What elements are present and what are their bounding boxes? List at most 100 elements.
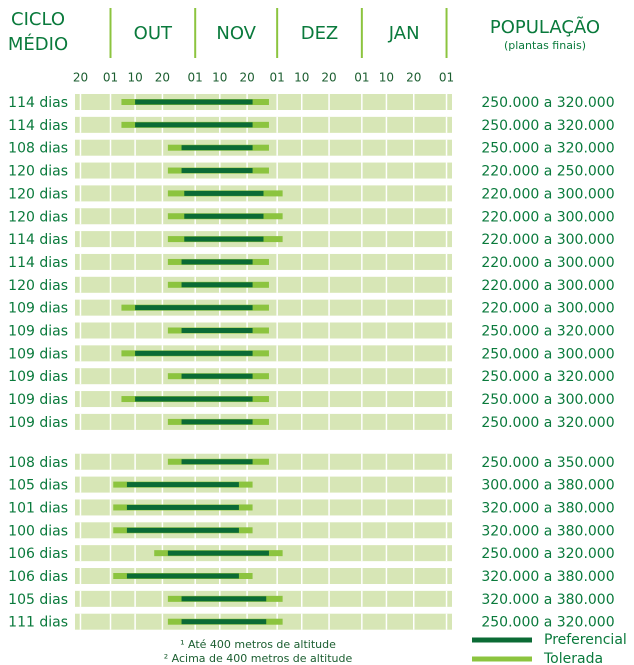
- x-tick-label: 10: [379, 71, 394, 85]
- cycle-label: 109 dias: [8, 346, 68, 362]
- population-header: POPULAÇÃO: [490, 16, 600, 38]
- x-tick-label: 20: [155, 71, 170, 85]
- preferred-bar: [181, 145, 253, 151]
- x-tick-label: 10: [294, 71, 309, 85]
- population-label: 220.000 a 300.000: [481, 186, 614, 202]
- cycle-label: 108 dias: [8, 141, 68, 157]
- x-tick-label: 20: [406, 71, 421, 85]
- cycle-label: 106 dias: [8, 569, 68, 585]
- preferred-bar: [126, 482, 239, 488]
- legend-label: Preferencial: [544, 632, 627, 648]
- population-label: 220.000 a 300.000: [481, 301, 614, 317]
- legend-label: Tolerada: [543, 651, 603, 665]
- preferred-bar: [184, 190, 264, 196]
- row-background: [75, 568, 452, 584]
- cycle-label: 101 dias: [8, 500, 68, 516]
- population-label: 250.000 a 350.000: [481, 455, 614, 471]
- x-tick-label: 20: [73, 71, 88, 85]
- preferred-bar: [126, 573, 239, 579]
- cycle-label: 105 dias: [8, 478, 68, 494]
- preferred-bar: [126, 504, 239, 510]
- preferred-bar: [181, 328, 253, 333]
- x-tick-label: 01: [103, 71, 118, 85]
- cycle-label: 100 dias: [8, 523, 68, 539]
- preferred-bar: [181, 373, 253, 379]
- population-label: 250.000 a 320.000: [481, 546, 614, 562]
- population-label: 220.000 a 300.000: [481, 278, 614, 294]
- cycle-label: 109 dias: [8, 369, 68, 385]
- preferred-bar: [181, 619, 267, 625]
- preferred-bar: [181, 259, 253, 265]
- population-label: 320.000 a 380.000: [481, 523, 614, 539]
- population-label: 320.000 a 380.000: [481, 500, 614, 516]
- cycle-label: 114 dias: [8, 95, 68, 111]
- cycle-label: 111 dias: [8, 615, 68, 631]
- population-label: 250.000 a 320.000: [481, 141, 614, 157]
- x-tick-label: 01: [354, 71, 369, 85]
- preferred-bar: [184, 213, 264, 219]
- preferred-bar: [126, 527, 239, 533]
- cycle-label: 106 dias: [8, 546, 68, 562]
- population-label: 220.000 a 300.000: [481, 255, 614, 271]
- cycle-label: 120 dias: [8, 209, 68, 225]
- preferred-bar: [184, 236, 264, 242]
- x-tick-label: 01: [188, 71, 203, 85]
- population-label: 250.000 a 320.000: [481, 324, 614, 340]
- cycle-label: 120 dias: [8, 186, 68, 202]
- cycle-header: CICLO: [11, 9, 65, 30]
- preferred-bar: [181, 419, 253, 425]
- row-background: [75, 522, 452, 539]
- cycle-label: 114 dias: [8, 118, 68, 134]
- footnote: ¹ Até 400 metros de altitude: [180, 638, 336, 651]
- preferred-bar: [181, 282, 253, 288]
- preferred-bar: [135, 305, 253, 311]
- row-background: [75, 499, 452, 516]
- cycle-label: 109 dias: [8, 392, 68, 408]
- x-tick-label: 10: [212, 71, 227, 85]
- population-label: 250.000 a 320.000: [481, 415, 614, 431]
- cycle-label: 120 dias: [8, 278, 68, 294]
- cycle-label: 114 dias: [8, 255, 68, 271]
- preferred-bar: [181, 459, 253, 465]
- x-tick-label: 10: [127, 71, 142, 85]
- x-tick-label: 01: [439, 71, 454, 85]
- population-subheader: (plantas finais): [504, 39, 586, 52]
- month-label: JAN: [388, 23, 420, 44]
- preferred-bar: [135, 396, 253, 402]
- population-label: 250.000 a 320.000: [481, 369, 614, 385]
- preferred-bar: [167, 550, 269, 556]
- preferred-bar: [135, 99, 253, 105]
- month-label: DEZ: [301, 23, 339, 44]
- month-label: NOV: [216, 23, 256, 44]
- preferred-bar: [181, 168, 253, 174]
- cycle-label: 109 dias: [8, 324, 68, 340]
- population-label: 320.000 a 380.000: [481, 592, 614, 608]
- population-label: 300.000 a 380.000: [481, 478, 614, 494]
- cycle-label: 108 dias: [8, 455, 68, 471]
- x-tick-label: 20: [239, 71, 254, 85]
- footnote: ² Acima de 400 metros de altitude: [164, 652, 353, 665]
- preferred-bar: [181, 596, 267, 602]
- month-label: OUT: [134, 23, 173, 44]
- population-label: 250.000 a 320.000: [481, 118, 614, 134]
- population-label: 320.000 a 380.000: [481, 569, 614, 585]
- cycle-label: 120 dias: [8, 164, 68, 180]
- cycle-label: 105 dias: [8, 592, 68, 608]
- preferred-bar: [135, 122, 253, 128]
- population-label: 220.000 a 300.000: [481, 209, 614, 225]
- cycle-label: 114 dias: [8, 232, 68, 248]
- population-label: 250.000 a 320.000: [481, 95, 614, 111]
- population-label: 250.000 a 300.000: [481, 392, 614, 408]
- x-tick-label: 20: [321, 71, 336, 85]
- population-label: 220.000 a 300.000: [481, 232, 614, 248]
- population-label: 220.000 a 250.000: [481, 164, 614, 180]
- preferred-bar: [135, 350, 253, 356]
- population-label: 250.000 a 300.000: [481, 346, 614, 362]
- cycle-label: 109 dias: [8, 415, 68, 431]
- row-background: [75, 476, 452, 493]
- cycle-header: MÉDIO: [8, 33, 68, 55]
- cycle-label: 109 dias: [8, 301, 68, 317]
- x-tick-label: 01: [270, 71, 285, 85]
- population-label: 250.000 a 320.000: [481, 615, 614, 631]
